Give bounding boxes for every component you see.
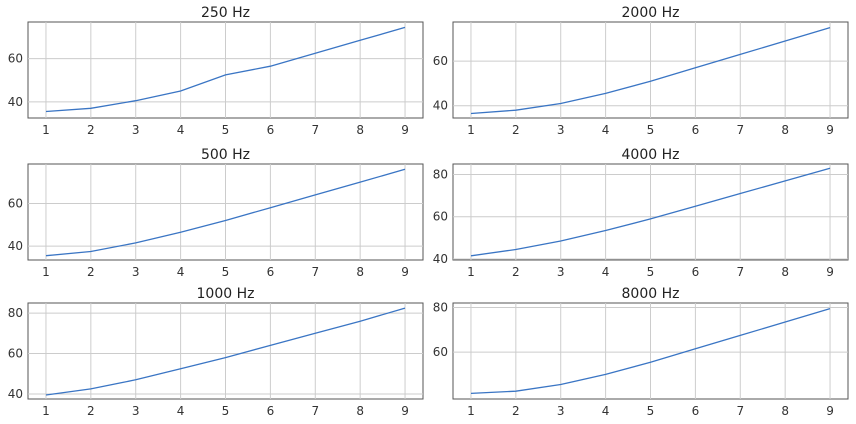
x-tick-label: 5	[647, 123, 655, 137]
x-tick-label: 6	[267, 265, 275, 279]
y-tick-label: 60	[433, 210, 448, 224]
chart-panel: 1 2 3 4 5 6 7 8 9 40 60 80 4000 Hz	[433, 147, 849, 279]
x-tick-label: 9	[401, 265, 409, 279]
x-tick-label: 8	[356, 404, 364, 418]
x-tick-label: 3	[132, 123, 140, 137]
x-tick-label: 4	[177, 404, 185, 418]
x-tick-label: 4	[602, 123, 610, 137]
x-tick-label: 7	[311, 123, 319, 137]
y-tick-label: 40	[8, 387, 23, 401]
series-line	[45, 26, 406, 113]
y-tick-label: 80	[433, 300, 448, 314]
x-tick-label: 2	[512, 265, 520, 279]
x-tick-label: 3	[557, 404, 565, 418]
x-tick-label: 3	[557, 265, 565, 279]
x-tick-label: 2	[87, 123, 95, 137]
chart-panel: 1 2 3 4 5 6 7 8 9 60 80 8000 Hz	[433, 286, 849, 418]
x-tick-label: 1	[467, 404, 475, 418]
x-tick-label: 1	[42, 265, 50, 279]
x-tick-label: 1	[42, 404, 50, 418]
y-tick-label: 40	[433, 99, 448, 113]
x-tick-label: 5	[222, 404, 230, 418]
x-tick-label: 7	[736, 404, 744, 418]
chart-panel: 1 2 3 4 5 6 7 8 9 40 60 500 Hz	[8, 147, 424, 279]
chart-title: 250 Hz	[201, 5, 250, 21]
series-line	[470, 167, 831, 257]
x-tick-label: 6	[692, 265, 700, 279]
x-tick-label: 1	[42, 123, 50, 137]
x-tick-label: 4	[602, 404, 610, 418]
chart-title: 2000 Hz	[622, 5, 680, 21]
chart-panel: 1 2 3 4 5 6 7 8 9 40 60 80 1000 Hz	[8, 286, 424, 418]
x-tick-label: 6	[267, 404, 275, 418]
x-tick-label: 8	[781, 404, 789, 418]
x-tick-label: 9	[826, 265, 834, 279]
y-tick-label: 60	[8, 347, 23, 361]
x-tick-label: 6	[692, 404, 700, 418]
chart-title: 500 Hz	[201, 147, 250, 163]
chart-panel: 1 2 3 4 5 6 7 8 9 40 60 2000 Hz	[433, 5, 849, 137]
chart-panel: 1 2 3 4 5 6 7 8 9 40 60 250 Hz	[8, 5, 424, 137]
x-tick-label: 7	[736, 123, 744, 137]
x-tick-label: 4	[177, 123, 185, 137]
y-tick-label: 40	[8, 95, 23, 109]
series-line	[470, 307, 831, 395]
x-tick-label: 3	[132, 404, 140, 418]
x-tick-label: 2	[512, 123, 520, 137]
y-tick-label: 40	[433, 252, 448, 266]
chart-title: 1000 Hz	[197, 286, 255, 302]
x-tick-label: 9	[826, 123, 834, 137]
x-tick-label: 4	[177, 265, 185, 279]
series-line	[45, 168, 406, 257]
x-tick-label: 6	[267, 123, 275, 137]
x-tick-label: 7	[736, 265, 744, 279]
x-tick-label: 8	[356, 265, 364, 279]
x-tick-label: 2	[87, 265, 95, 279]
y-tick-label: 60	[433, 345, 448, 359]
x-tick-label: 3	[557, 123, 565, 137]
x-tick-label: 5	[647, 265, 655, 279]
x-tick-label: 2	[87, 404, 95, 418]
x-tick-label: 3	[132, 265, 140, 279]
x-tick-label: 7	[311, 404, 319, 418]
chart-title: 4000 Hz	[622, 147, 680, 163]
x-tick-label: 9	[826, 404, 834, 418]
x-tick-label: 9	[401, 404, 409, 418]
y-tick-label: 40	[8, 239, 23, 253]
y-tick-label: 60	[433, 54, 448, 68]
x-tick-label: 2	[512, 404, 520, 418]
x-tick-label: 5	[647, 404, 655, 418]
chart-title: 8000 Hz	[622, 286, 680, 302]
y-tick-label: 80	[433, 168, 448, 182]
x-tick-label: 5	[222, 265, 230, 279]
x-tick-label: 8	[781, 265, 789, 279]
series-line	[470, 26, 831, 115]
x-tick-label: 4	[602, 265, 610, 279]
x-tick-label: 9	[401, 123, 409, 137]
x-tick-label: 1	[467, 123, 475, 137]
y-tick-label: 60	[8, 196, 23, 210]
y-tick-label: 60	[8, 52, 23, 66]
x-tick-label: 8	[356, 123, 364, 137]
y-tick-label: 80	[8, 306, 23, 320]
series-line	[45, 307, 406, 396]
x-tick-label: 7	[311, 265, 319, 279]
x-tick-label: 5	[222, 123, 230, 137]
x-tick-label: 8	[781, 123, 789, 137]
x-tick-label: 6	[692, 123, 700, 137]
x-tick-label: 1	[467, 265, 475, 279]
